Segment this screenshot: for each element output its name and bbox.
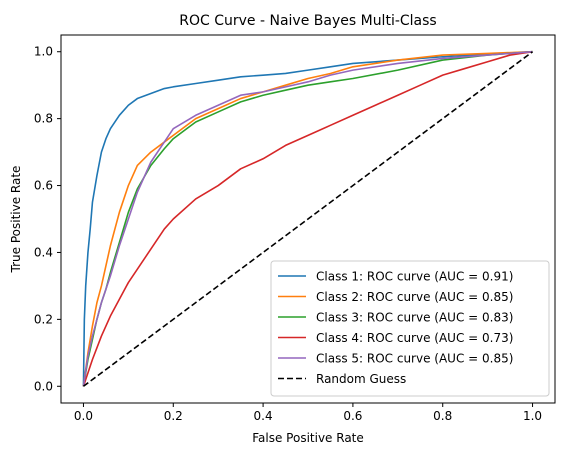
x-axis-label: False Positive Rate [252,431,364,445]
x-tick-label: 1.0 [523,409,542,423]
x-tick-label: 0.2 [164,409,183,423]
legend-label-3: Class 3: ROC curve (AUC = 0.83) [316,311,513,325]
y-axis-label: True Positive Rate [9,166,23,274]
plot-area-frame [60,34,556,404]
y-tick-label: 0.2 [34,312,53,326]
x-tick-label: 0.8 [433,409,452,423]
series-line-1 [82,50,533,387]
series-layer [82,50,534,387]
y-tick-label: 0.6 [34,179,53,193]
legend-label-2: Class 2: ROC curve (AUC = 0.85) [316,290,513,304]
legend-box [270,260,550,397]
y-tick-label: 1.0 [34,45,53,59]
legend: Class 1: ROC curve (AUC = 0.91) Class 2: … [270,260,550,397]
series-line-5 [82,50,533,387]
y-tick-label: 0.4 [34,245,53,259]
legend-label-4: Class 4: ROC curve (AUC = 0.73) [316,331,513,345]
legend-label-5: Class 5: ROC curve (AUC = 0.85) [316,352,513,366]
x-tick-label: 0.0 [74,409,93,423]
legend-label-1: Class 1: ROC curve (AUC = 0.91) [316,270,513,284]
legend-label-6: Random Guess [316,372,406,386]
axis-ticks: 0.0 0.2 0.4 0.6 0.8 1.0 0.0 0.2 0.4 0.6 0.8 1.0 [34,45,542,423]
y-tick-label: 0.8 [34,112,53,126]
x-tick-label: 0.6 [343,409,362,423]
series-line-4 [82,50,533,387]
y-tick-label: 0.0 [34,379,53,393]
series-line-6 [82,51,534,387]
series-line-2 [82,50,533,387]
chart-title: ROC Curve - Naive Bayes Multi-Class [179,13,436,29]
x-tick-label: 0.4 [254,409,273,423]
